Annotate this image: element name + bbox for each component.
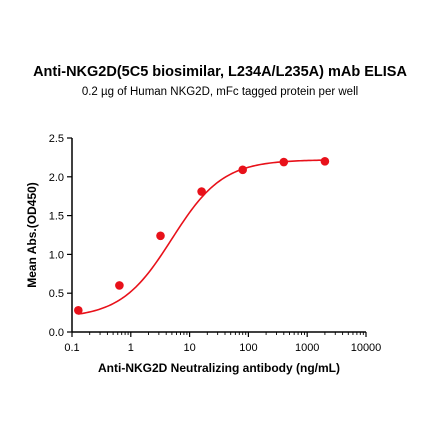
data-point (115, 281, 124, 290)
x-axis-title: Anti-NKG2D Neutralizing antibody (ng/mL) (98, 361, 340, 375)
data-point (156, 231, 165, 241)
fit-curve (78, 159, 325, 315)
y-tick-label: 2.5 (49, 133, 64, 145)
data-point (279, 157, 289, 167)
x-tick-label: 10000 (351, 342, 382, 354)
x-tick-label: 0.1 (64, 342, 79, 354)
y-axis-title: Mean Abs.(OD450) (25, 182, 39, 288)
data-point (320, 156, 330, 166)
x-tick-label: 10 (183, 342, 195, 354)
y-tick-label: 2.0 (49, 172, 64, 184)
x-tick-label: 1 (128, 342, 134, 354)
y-tick-label: 0.0 (49, 327, 64, 339)
data-point (197, 187, 206, 196)
y-ticks: 0.0 0.5 1.0 1.5 2.0 2.5 (49, 133, 72, 339)
chart-subtitle: 0.2 µg of Human NKG2D, mFc tagged protei… (81, 86, 359, 98)
x-tick-label: 100 (239, 342, 257, 354)
y-tick-label: 1.5 (49, 211, 64, 223)
data-points (74, 156, 330, 315)
y-tick-label: 1.0 (49, 249, 64, 261)
data-point (74, 305, 83, 315)
x-ticks: 0.1 1 10 100 1000 10000 (64, 332, 381, 354)
chart-title: Anti-NKG2D(5C5 biosimilar, L234A/L235A) … (33, 64, 407, 80)
y-tick-label: 0.5 (49, 288, 64, 300)
data-point (238, 165, 248, 175)
x-tick-label: 1000 (295, 342, 319, 354)
axes (71, 138, 366, 333)
